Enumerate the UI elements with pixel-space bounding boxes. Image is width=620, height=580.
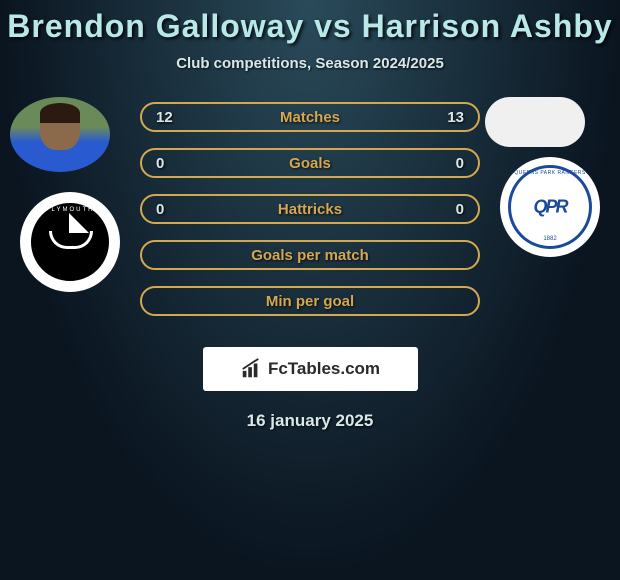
comparison-card: Brendon Galloway vs Harrison Ashby Club … bbox=[0, 0, 620, 431]
club-right-name: QUEENS PARK RANGERS bbox=[511, 170, 589, 176]
stats-table: 12 Matches 13 0 Goals 0 0 Hattricks 0 Go… bbox=[140, 102, 480, 332]
club-left-badge: PLYMOUTH bbox=[20, 192, 120, 292]
club-right-abbr: QPR bbox=[533, 197, 566, 218]
stat-row: 0 Goals 0 bbox=[140, 148, 480, 178]
stat-row: Goals per match bbox=[140, 240, 480, 270]
date-label: 16 january 2025 bbox=[0, 411, 620, 431]
chart-icon bbox=[240, 358, 262, 380]
player-right-avatar bbox=[485, 97, 585, 147]
page-title: Brendon Galloway vs Harrison Ashby bbox=[0, 8, 620, 45]
club-right-badge: QUEENS PARK RANGERS QPR 1882 bbox=[500, 157, 600, 257]
stat-row: 0 Hattricks 0 bbox=[140, 194, 480, 224]
stat-label: Goals bbox=[142, 155, 478, 172]
stat-row: Min per goal bbox=[140, 286, 480, 316]
subtitle: Club competitions, Season 2024/2025 bbox=[0, 55, 620, 72]
stat-label: Hattricks bbox=[142, 201, 478, 218]
club-right-year: 1882 bbox=[511, 236, 589, 242]
stat-label: Goals per match bbox=[142, 247, 478, 264]
brand-box[interactable]: FcTables.com bbox=[203, 347, 418, 391]
brand-label: FcTables.com bbox=[268, 359, 380, 379]
stat-row: 12 Matches 13 bbox=[140, 102, 480, 132]
stat-label: Min per goal bbox=[142, 293, 478, 310]
comparison-area: PLYMOUTH QUEENS PARK RANGERS QPR 1882 12… bbox=[0, 97, 620, 347]
stat-label: Matches bbox=[142, 109, 478, 126]
player-left-avatar bbox=[10, 97, 110, 172]
